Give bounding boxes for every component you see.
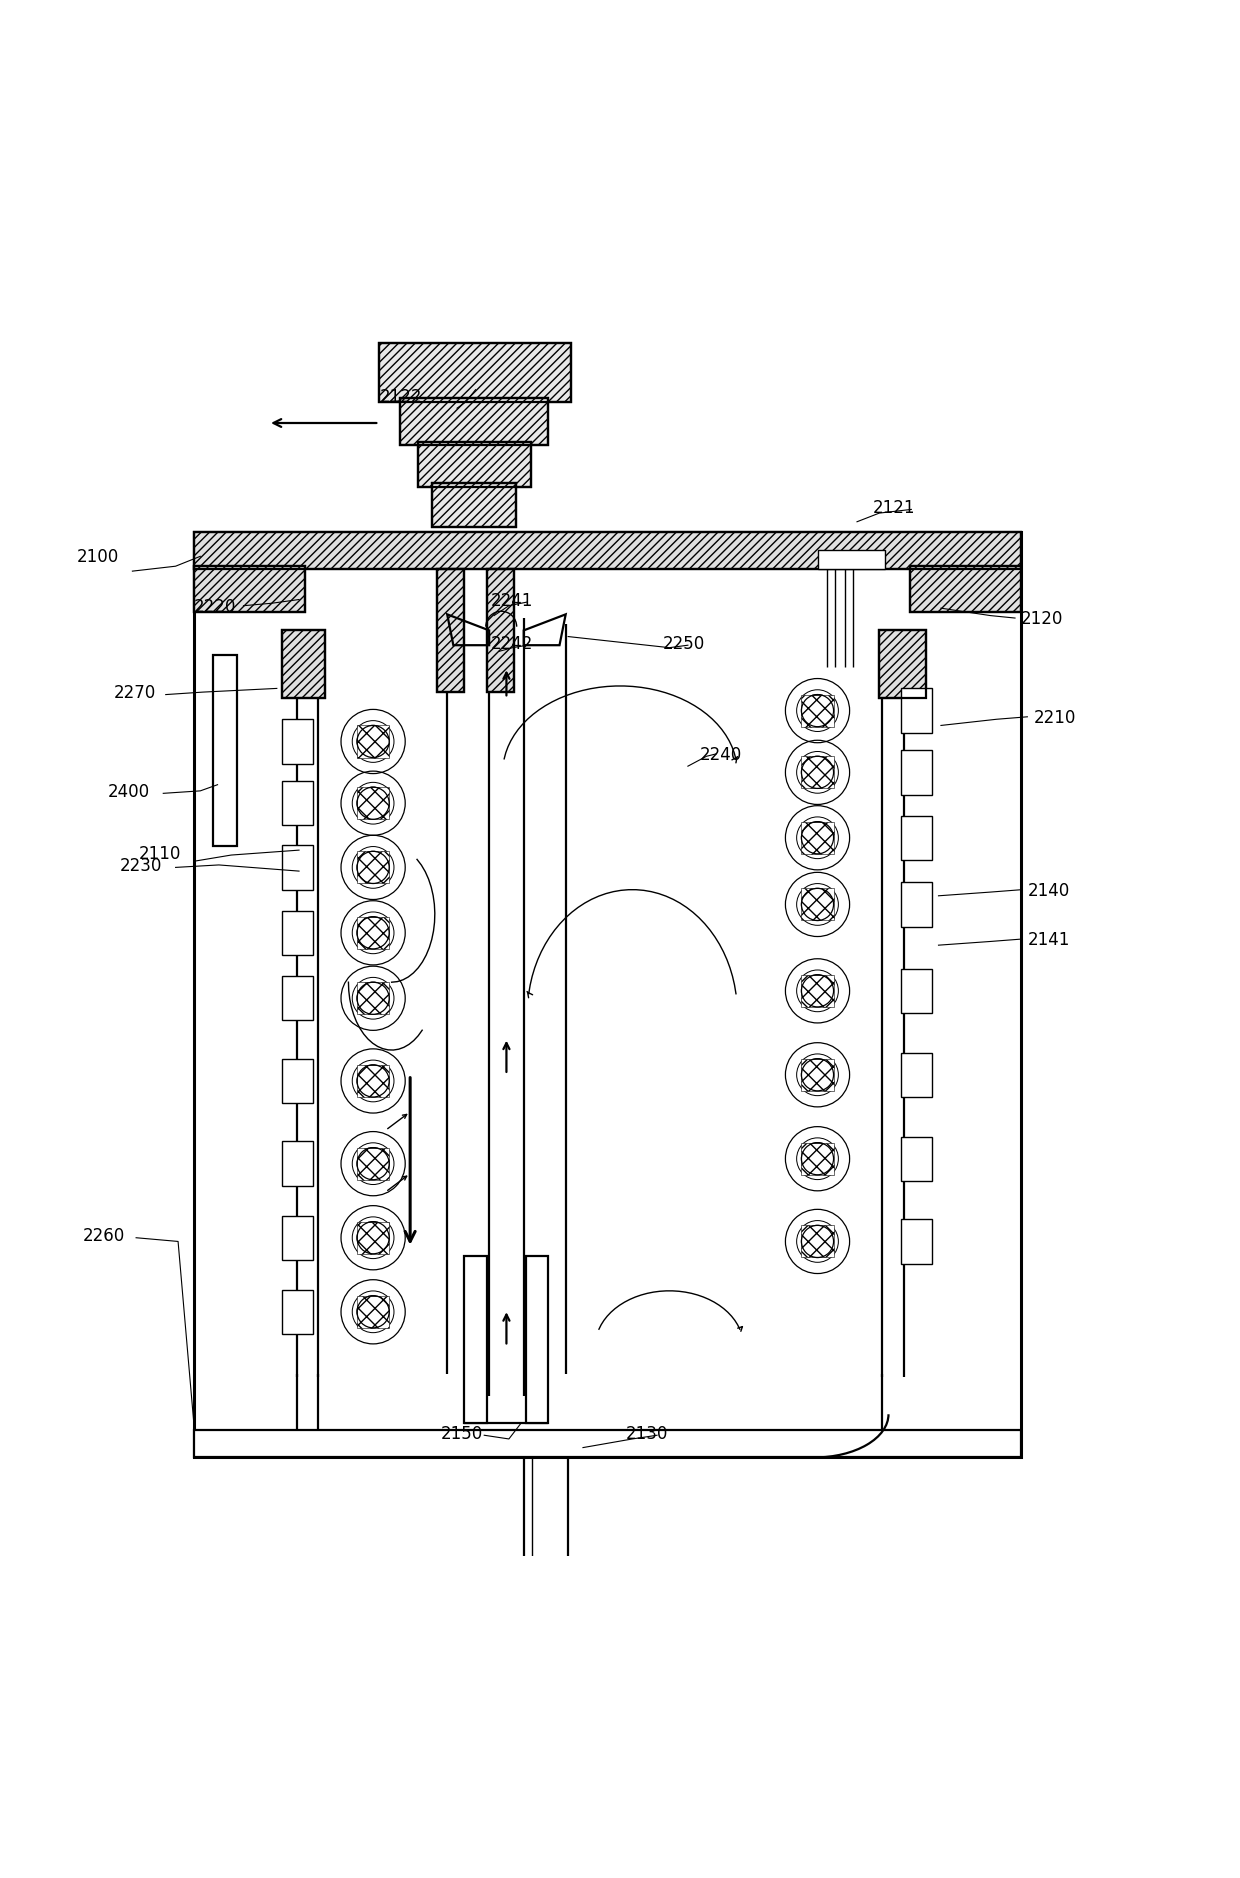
Text: 2130: 2130 [626,1425,668,1442]
Text: 2242: 2242 [490,635,533,654]
Bar [910,565,1022,612]
Circle shape [801,695,833,727]
Bar [801,695,833,727]
Bar [281,1290,312,1333]
Circle shape [357,725,389,757]
Bar [357,916,389,948]
Circle shape [357,1296,389,1328]
Bar [817,550,885,569]
Circle shape [801,1142,833,1176]
Bar [433,483,516,526]
Text: 2110: 2110 [139,845,181,862]
Text: 2400: 2400 [108,783,150,802]
Bar [195,531,1022,569]
Bar [486,569,513,693]
Circle shape [357,1147,389,1179]
Circle shape [801,1059,833,1091]
Bar [281,977,312,1020]
Bar [801,975,833,1007]
Bar [379,344,570,402]
Text: 2140: 2140 [1028,883,1070,900]
Bar [486,569,513,693]
Bar [801,1059,833,1091]
Bar [418,441,531,486]
Bar [801,1142,833,1176]
Bar [281,1059,312,1102]
Circle shape [357,916,389,948]
Circle shape [357,1065,389,1097]
Bar [357,787,389,819]
Text: 2250: 2250 [663,635,706,654]
Bar [438,569,465,693]
Bar [901,969,932,1012]
Bar [357,725,389,757]
Text: 2122: 2122 [379,389,422,406]
Circle shape [357,1223,389,1255]
Bar [281,631,325,699]
Text: 2210: 2210 [1033,710,1076,727]
Circle shape [801,757,833,789]
Circle shape [801,888,833,920]
Bar [195,531,1022,569]
Bar [801,757,833,789]
Circle shape [801,975,833,1007]
Bar [401,398,548,445]
Bar [281,845,312,890]
Bar [401,398,548,445]
Bar [901,1052,932,1097]
Circle shape [801,1224,833,1258]
Bar [212,655,237,847]
Bar [281,1215,312,1260]
Circle shape [357,787,389,819]
Bar [901,1136,932,1181]
Bar [901,815,932,860]
Bar [195,531,1022,1457]
Bar [281,719,312,764]
Bar [801,888,833,920]
Bar [195,1431,1022,1457]
Text: 2220: 2220 [195,597,237,616]
Bar [379,344,570,402]
Bar [357,851,389,883]
Bar [526,1256,548,1424]
Bar [281,631,325,699]
Text: 2240: 2240 [701,746,743,764]
Bar [357,1147,389,1179]
Text: 2241: 2241 [490,592,533,610]
Bar [281,1142,312,1185]
Bar [195,565,305,612]
Bar [418,441,531,486]
Bar [901,883,932,926]
Bar [281,911,312,956]
Circle shape [357,982,389,1014]
Bar [901,689,932,732]
Bar [879,631,926,699]
Bar [465,1256,486,1424]
Text: 2121: 2121 [873,500,915,516]
Text: 2260: 2260 [83,1228,125,1245]
Text: 2150: 2150 [441,1425,484,1442]
Bar [433,483,516,526]
Circle shape [801,823,833,854]
Bar [195,565,305,612]
Bar [879,631,926,699]
Bar [901,1219,932,1264]
Text: 2141: 2141 [1028,931,1070,948]
Bar [281,781,312,826]
Bar [357,1065,389,1097]
Bar [910,565,1022,612]
Bar [357,1223,389,1255]
Bar [357,982,389,1014]
Text: 2270: 2270 [114,684,156,702]
Bar [901,749,932,794]
Text: 2100: 2100 [77,548,119,567]
Bar [438,569,465,693]
Circle shape [357,851,389,883]
Text: 2230: 2230 [120,856,162,875]
Bar [357,1296,389,1328]
Bar [801,1224,833,1258]
Bar [801,823,833,854]
Text: 2120: 2120 [1022,610,1064,629]
